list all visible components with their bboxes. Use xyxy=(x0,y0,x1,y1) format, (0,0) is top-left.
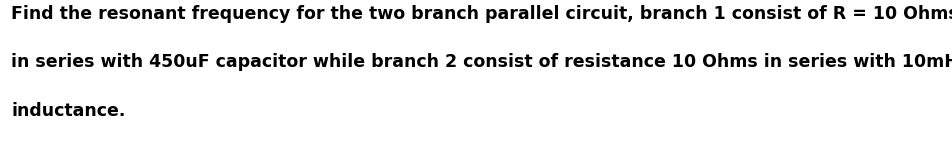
Text: Find the resonant frequency for the two branch parallel circuit, branch 1 consis: Find the resonant frequency for the two … xyxy=(11,5,952,22)
Text: in series with 450uF capacitor while branch 2 consist of resistance 10 Ohms in s: in series with 450uF capacitor while bra… xyxy=(11,53,952,71)
Text: inductance.: inductance. xyxy=(11,102,126,120)
